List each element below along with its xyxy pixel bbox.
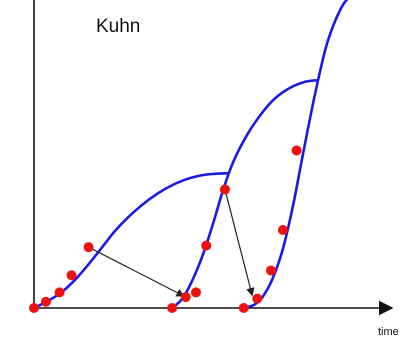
x-axis-label: time — [378, 326, 399, 337]
data-point-7 — [180, 292, 191, 303]
transition-arrow-1 — [88, 246, 185, 297]
data-point-6 — [167, 303, 178, 313]
series-layer — [32, 0, 349, 310]
data-point-11 — [238, 303, 249, 313]
arrow-layer — [88, 189, 255, 297]
data-point-3 — [54, 287, 65, 298]
data-point-8 — [190, 287, 201, 298]
data-point-2 — [40, 296, 51, 307]
data-point-14 — [277, 225, 288, 235]
transition-arrow-2 — [224, 189, 255, 297]
curve-2 — [170, 78, 319, 310]
curve-1 — [32, 171, 230, 310]
data-point-4 — [66, 270, 77, 281]
data-point-13 — [265, 265, 276, 276]
data-point-15 — [291, 145, 302, 156]
data-point-10 — [219, 184, 230, 195]
data-point-1 — [29, 303, 39, 313]
chart-title: Kuhn — [96, 16, 140, 37]
data-point-12 — [252, 293, 263, 304]
curve-3 — [242, 0, 349, 310]
data-point-9 — [201, 240, 212, 251]
point-layer — [29, 145, 302, 313]
data-point-5 — [83, 242, 94, 253]
